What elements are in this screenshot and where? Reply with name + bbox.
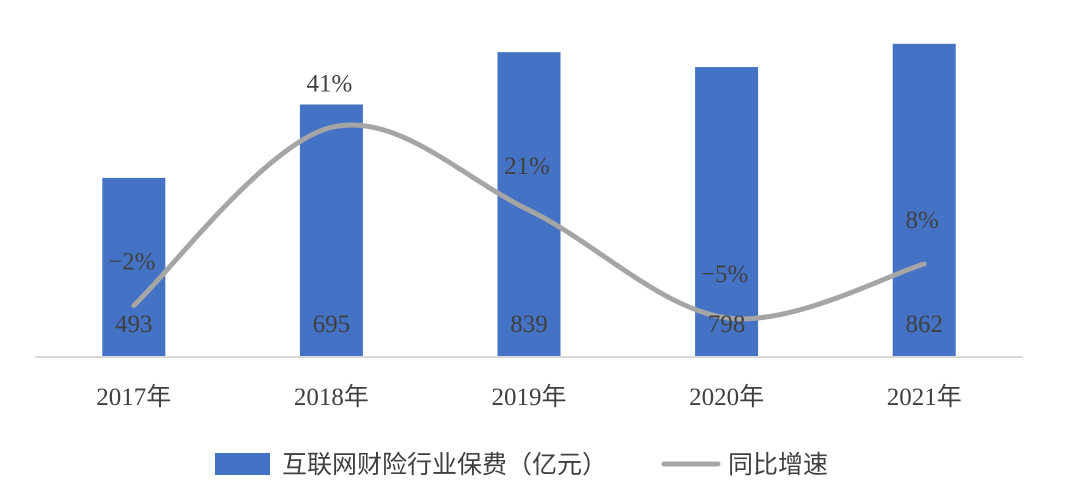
bar	[102, 177, 166, 357]
bar	[497, 52, 561, 358]
x-tick-label: 2019年	[491, 383, 566, 411]
x-tick-label: 2017年	[96, 383, 171, 411]
bar-value-label: 695	[313, 311, 351, 338]
legend: 互联网财险行业保费（亿元） 同比增速	[215, 450, 828, 479]
line-value-label: 8%	[906, 207, 939, 234]
x-tick-label: 2021年	[887, 383, 962, 411]
legend-bar-label: 互联网财险行业保费（亿元）	[282, 450, 607, 479]
bar	[892, 43, 956, 357]
bar	[695, 67, 759, 357]
bar-value-label: 493	[115, 311, 153, 338]
bars-layer	[102, 43, 956, 358]
line-value-label: −5%	[701, 261, 748, 288]
bar-value-label: 798	[708, 311, 746, 338]
line-value-label: 41%	[306, 70, 352, 97]
labels-layer: 493 695 839 798 862 −2% 41% 21% −5% 8%	[108, 70, 943, 338]
bar-value-label: 862	[905, 311, 943, 338]
x-axis: 2017年 2018年 2019年 2020年 2021年	[35, 356, 1023, 411]
x-tick-label: 2018年	[294, 383, 369, 411]
x-tick-label: 2020年	[689, 383, 764, 411]
growth-line	[131, 122, 927, 322]
legend-bar-swatch	[215, 453, 270, 475]
line-value-label: 21%	[504, 153, 550, 180]
bar-value-label: 839	[510, 311, 548, 338]
bar	[299, 104, 363, 357]
legend-line-label: 同比增速	[728, 450, 828, 479]
line-layer	[131, 122, 927, 322]
line-value-label: −2%	[108, 248, 155, 275]
